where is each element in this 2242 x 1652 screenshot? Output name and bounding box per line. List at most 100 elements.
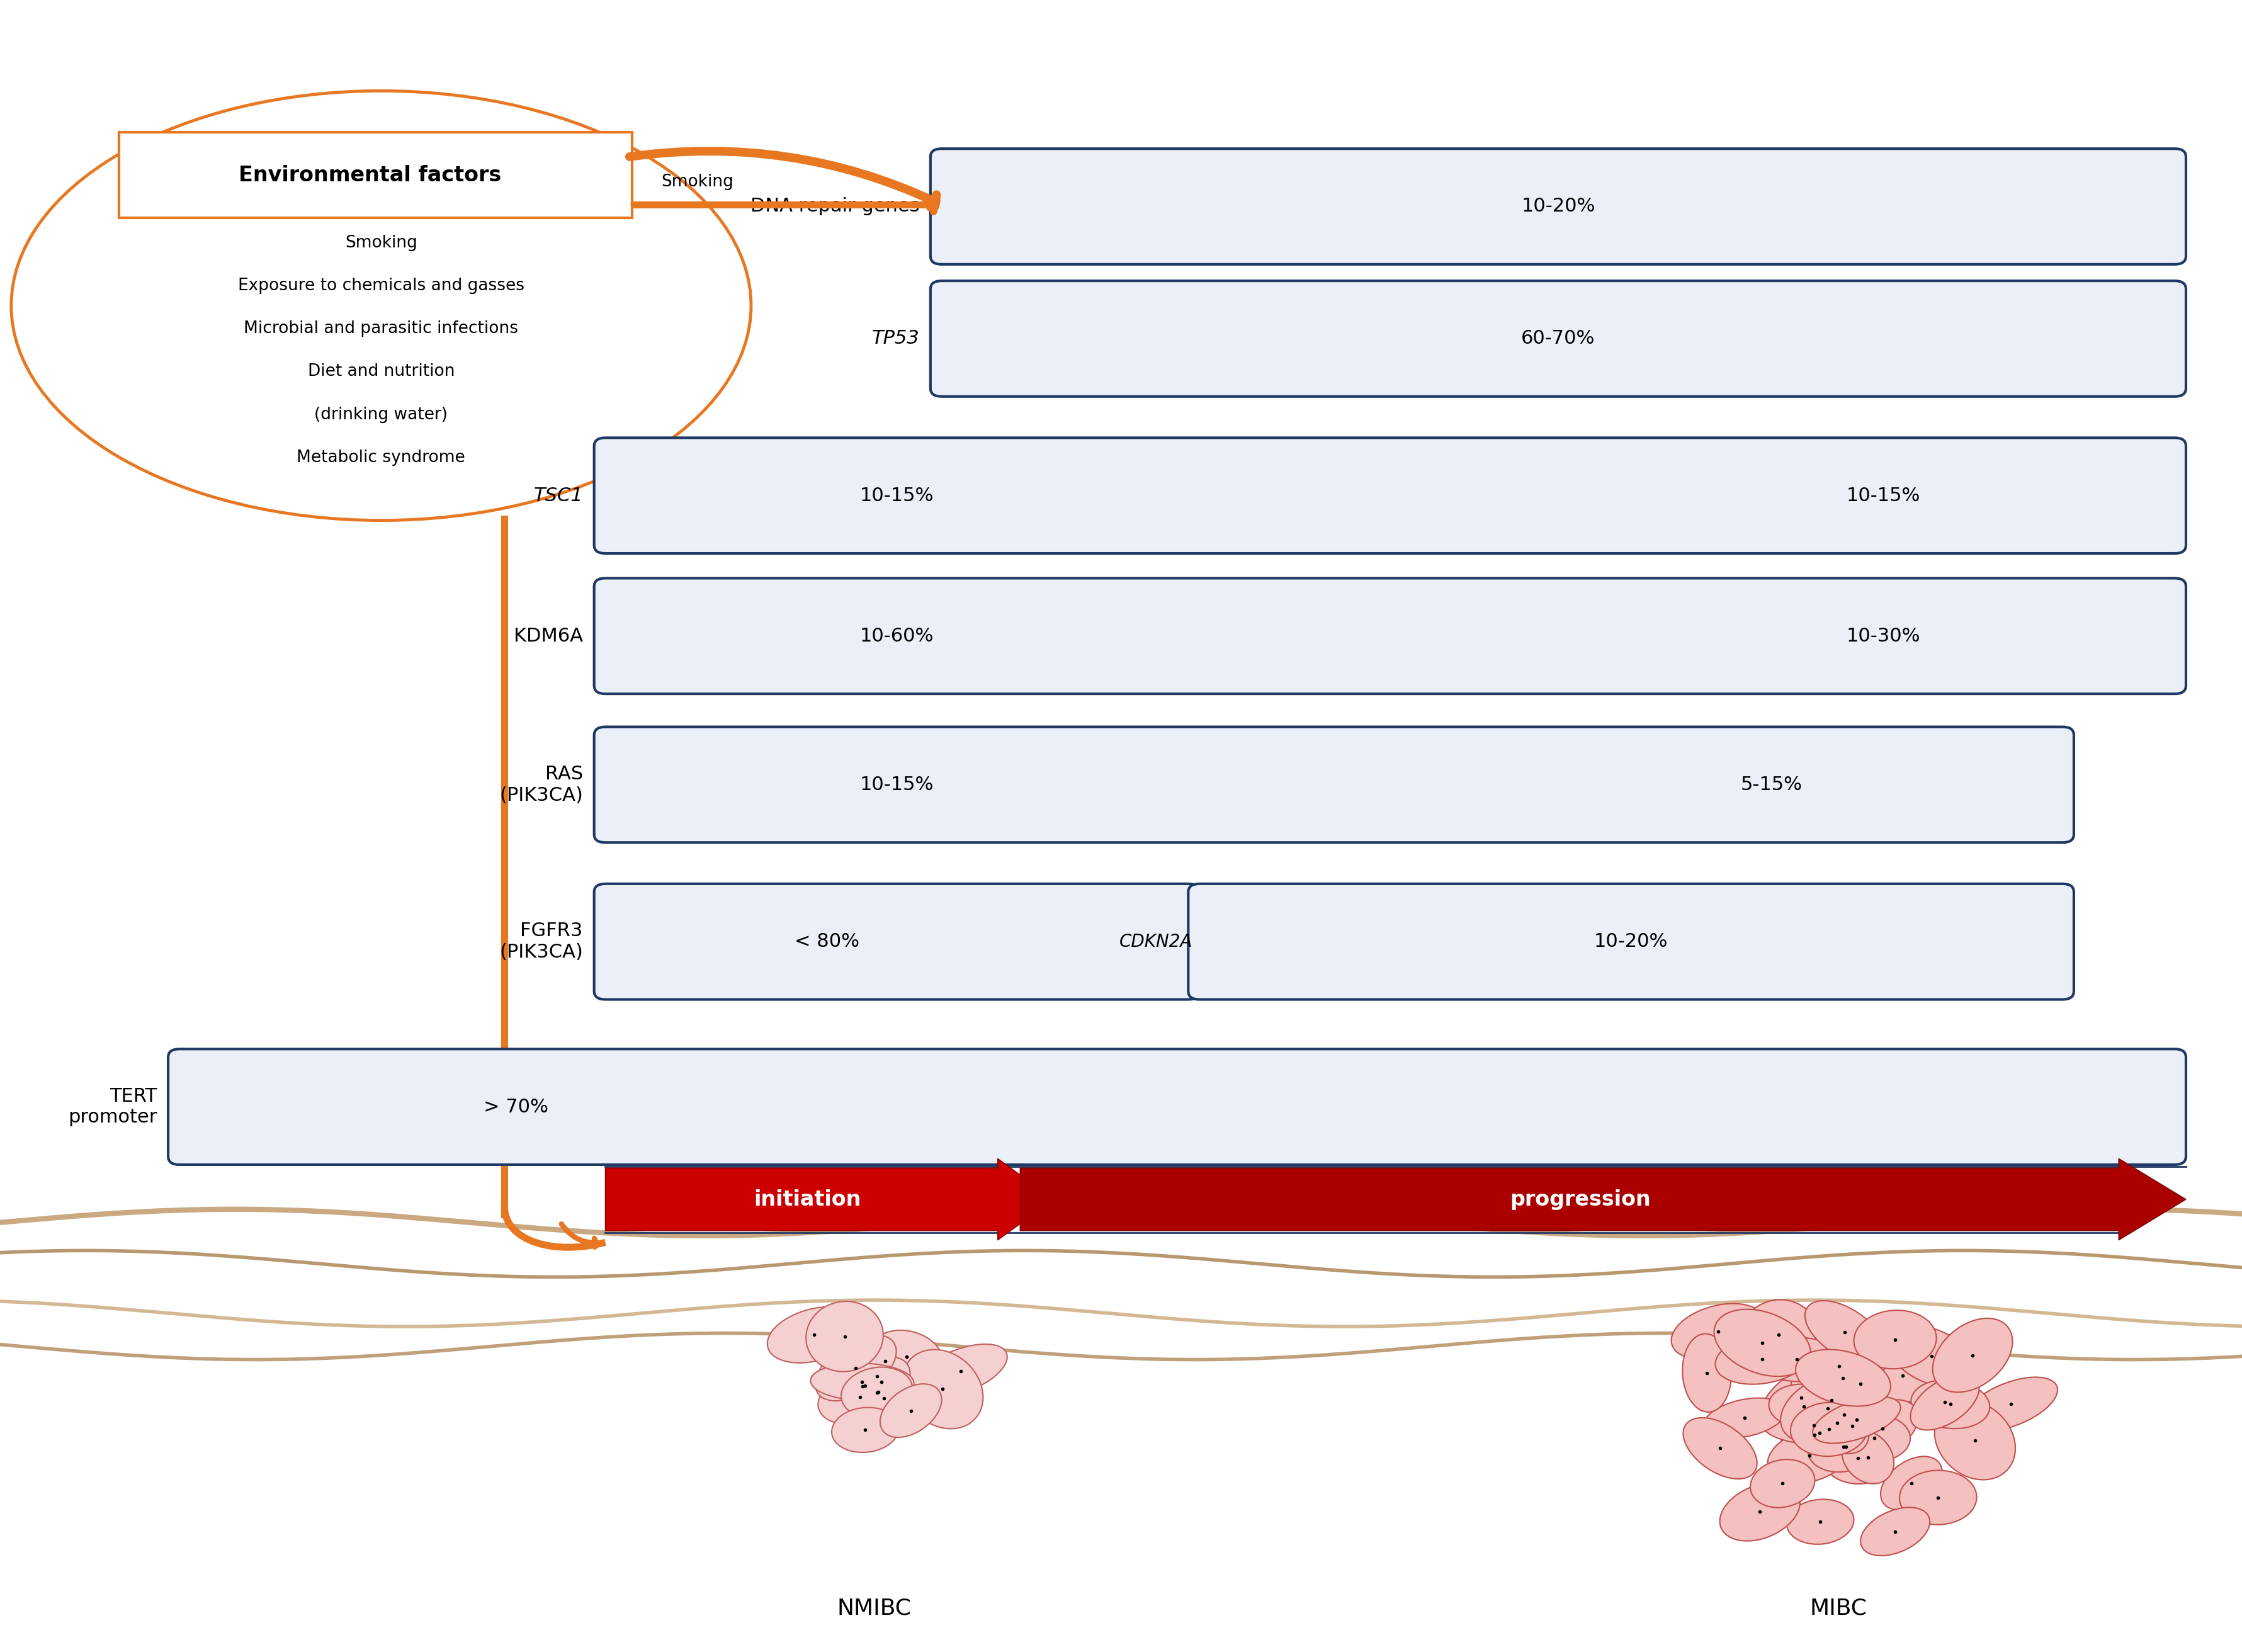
Text: progression: progression bbox=[1511, 1189, 1650, 1209]
Text: 5-15%: 5-15% bbox=[1740, 775, 1803, 795]
Ellipse shape bbox=[816, 1335, 897, 1401]
Text: 10-30%: 10-30% bbox=[1847, 626, 1919, 646]
FancyBboxPatch shape bbox=[594, 438, 2186, 553]
Ellipse shape bbox=[1807, 1421, 1879, 1472]
FancyBboxPatch shape bbox=[168, 1049, 2186, 1165]
Ellipse shape bbox=[1933, 1318, 2013, 1393]
Ellipse shape bbox=[915, 1345, 1007, 1398]
Ellipse shape bbox=[1865, 1348, 1939, 1403]
Text: Exposure to chemicals and gasses: Exposure to chemicals and gasses bbox=[238, 278, 525, 294]
FancyArrow shape bbox=[1020, 1158, 2186, 1241]
Ellipse shape bbox=[834, 1368, 924, 1417]
Text: 10-20%: 10-20% bbox=[1522, 197, 1594, 216]
Ellipse shape bbox=[881, 1384, 942, 1437]
Ellipse shape bbox=[1720, 1483, 1800, 1541]
Ellipse shape bbox=[1789, 1345, 1888, 1388]
FancyArrow shape bbox=[605, 1158, 1054, 1241]
Ellipse shape bbox=[870, 1330, 942, 1383]
Ellipse shape bbox=[1789, 1404, 1850, 1462]
Ellipse shape bbox=[901, 1350, 982, 1429]
FancyBboxPatch shape bbox=[594, 578, 2186, 694]
Ellipse shape bbox=[812, 1363, 915, 1401]
Ellipse shape bbox=[1780, 1406, 1847, 1464]
Ellipse shape bbox=[1760, 1365, 1841, 1431]
Ellipse shape bbox=[830, 1358, 897, 1416]
Ellipse shape bbox=[1715, 1333, 1809, 1384]
Ellipse shape bbox=[1881, 1457, 1942, 1510]
Ellipse shape bbox=[1888, 1325, 1975, 1388]
Text: Environmental factors: Environmental factors bbox=[238, 165, 502, 185]
Ellipse shape bbox=[836, 1341, 919, 1411]
Ellipse shape bbox=[1704, 1398, 1787, 1439]
Text: 10-15%: 10-15% bbox=[861, 486, 933, 506]
Ellipse shape bbox=[767, 1307, 861, 1363]
Ellipse shape bbox=[1769, 1384, 1838, 1429]
Ellipse shape bbox=[1854, 1310, 1937, 1370]
Ellipse shape bbox=[1847, 1399, 1919, 1457]
Text: NMIBC: NMIBC bbox=[836, 1597, 912, 1619]
Ellipse shape bbox=[1670, 1303, 1764, 1360]
Ellipse shape bbox=[805, 1302, 883, 1371]
FancyBboxPatch shape bbox=[594, 884, 1199, 999]
Ellipse shape bbox=[1740, 1300, 1818, 1370]
Ellipse shape bbox=[832, 1408, 899, 1452]
Ellipse shape bbox=[841, 1368, 912, 1417]
Ellipse shape bbox=[1749, 1336, 1847, 1381]
Ellipse shape bbox=[1910, 1379, 1989, 1429]
Text: KDM6A: KDM6A bbox=[513, 626, 583, 646]
Text: FGFR3
(PIK3CA): FGFR3 (PIK3CA) bbox=[500, 922, 583, 961]
Ellipse shape bbox=[1796, 1350, 1890, 1406]
Text: DNA repair genes: DNA repair genes bbox=[751, 197, 919, 216]
Text: Smoking: Smoking bbox=[345, 235, 417, 251]
FancyBboxPatch shape bbox=[1188, 884, 2074, 999]
Text: Diet and nutrition: Diet and nutrition bbox=[307, 363, 455, 380]
Ellipse shape bbox=[1751, 1459, 1814, 1508]
Ellipse shape bbox=[1684, 1417, 1758, 1479]
Text: 10-20%: 10-20% bbox=[1594, 932, 1668, 952]
Ellipse shape bbox=[1823, 1401, 1881, 1452]
Ellipse shape bbox=[1964, 1378, 2058, 1431]
Ellipse shape bbox=[1762, 1408, 1865, 1444]
Text: MIBC: MIBC bbox=[1809, 1597, 1868, 1619]
Text: > 70%: > 70% bbox=[484, 1097, 547, 1117]
Text: CDKN2A: CDKN2A bbox=[1119, 933, 1193, 950]
Text: 10-60%: 10-60% bbox=[861, 626, 933, 646]
Ellipse shape bbox=[818, 1370, 901, 1424]
Ellipse shape bbox=[1715, 1310, 1812, 1376]
Ellipse shape bbox=[1787, 1500, 1854, 1545]
Text: (drinking water): (drinking water) bbox=[314, 406, 448, 423]
Ellipse shape bbox=[1803, 1379, 1886, 1449]
Ellipse shape bbox=[1838, 1414, 1910, 1462]
Ellipse shape bbox=[11, 91, 751, 520]
Text: Microbial and parasitic infections: Microbial and parasitic infections bbox=[244, 320, 518, 337]
FancyBboxPatch shape bbox=[594, 727, 2074, 843]
Ellipse shape bbox=[1803, 1421, 1890, 1472]
Text: < 80%: < 80% bbox=[794, 932, 859, 952]
Text: 10-15%: 10-15% bbox=[1847, 486, 1919, 506]
Ellipse shape bbox=[847, 1332, 921, 1391]
Text: initiation: initiation bbox=[753, 1189, 861, 1209]
FancyBboxPatch shape bbox=[119, 132, 632, 218]
Ellipse shape bbox=[1791, 1361, 1872, 1439]
Ellipse shape bbox=[1805, 1300, 1883, 1363]
Text: 10-15%: 10-15% bbox=[861, 775, 933, 795]
Text: RAS
(PIK3CA): RAS (PIK3CA) bbox=[500, 765, 583, 805]
Ellipse shape bbox=[1899, 1470, 1977, 1525]
Text: 60-70%: 60-70% bbox=[1522, 329, 1594, 349]
Ellipse shape bbox=[1814, 1396, 1901, 1444]
Ellipse shape bbox=[1843, 1431, 1894, 1483]
Ellipse shape bbox=[1791, 1403, 1868, 1457]
Ellipse shape bbox=[1681, 1333, 1731, 1412]
Ellipse shape bbox=[1805, 1391, 1870, 1454]
Ellipse shape bbox=[1823, 1355, 1897, 1414]
Ellipse shape bbox=[1861, 1507, 1930, 1556]
Text: TERT
promoter: TERT promoter bbox=[67, 1087, 157, 1127]
Ellipse shape bbox=[850, 1373, 919, 1424]
FancyBboxPatch shape bbox=[930, 149, 2186, 264]
Ellipse shape bbox=[1823, 1432, 1892, 1483]
Ellipse shape bbox=[1910, 1374, 1980, 1431]
Text: Metabolic syndrome: Metabolic syndrome bbox=[296, 449, 466, 466]
Ellipse shape bbox=[1780, 1373, 1874, 1444]
Text: TSC1: TSC1 bbox=[534, 486, 583, 506]
Text: TP53: TP53 bbox=[872, 329, 919, 349]
